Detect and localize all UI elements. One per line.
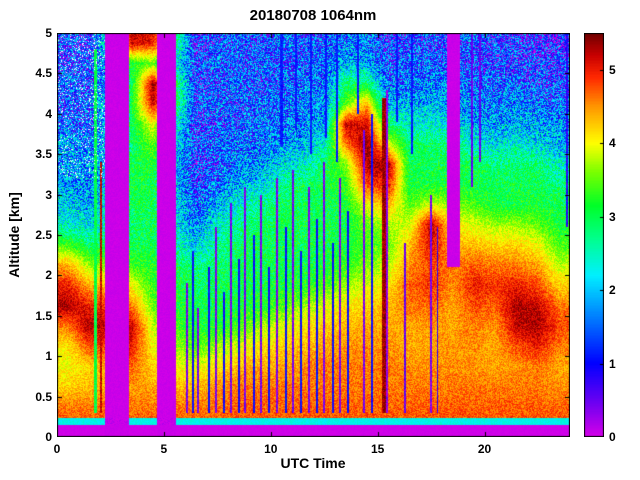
y-tick-label: 5 — [45, 26, 52, 40]
colorbar-tick-label: 5 — [609, 62, 616, 77]
x-tick-label: 10 — [264, 442, 278, 456]
y-tick-label: 2.5 — [35, 228, 52, 242]
y-tick-label: 3 — [45, 187, 52, 202]
colorbar-tick-label: 3 — [609, 209, 616, 224]
plot-title: 20180708 1064nm — [249, 7, 377, 24]
colorbar-tick-label: 1 — [609, 356, 616, 371]
y-tick-label: 2 — [45, 268, 52, 283]
x-tick-label: 0 — [53, 442, 61, 456]
y-tick-label: 0 — [45, 430, 52, 444]
y-tick-label: 1 — [45, 349, 52, 364]
heatmap-canvas — [57, 33, 570, 437]
y-tick-label: 3.5 — [35, 147, 52, 162]
colorbar-canvas — [584, 33, 604, 437]
x-tick-label: 5 — [160, 442, 168, 456]
y-tick-label: 0.5 — [35, 389, 52, 404]
y-tick-label: 4.5 — [35, 66, 52, 81]
colorbar-tick-label: 2 — [609, 283, 616, 298]
y-tick-label: 1.5 — [35, 308, 52, 323]
x-tick-label: 20 — [477, 442, 492, 456]
colorbar-tick-label: 0 — [609, 430, 616, 444]
y-tick-label: 4 — [45, 106, 52, 121]
x-tick-label: 15 — [370, 442, 385, 456]
x-axis-label: UTC Time — [280, 455, 346, 471]
colorbar-tick-label: 4 — [609, 136, 616, 151]
